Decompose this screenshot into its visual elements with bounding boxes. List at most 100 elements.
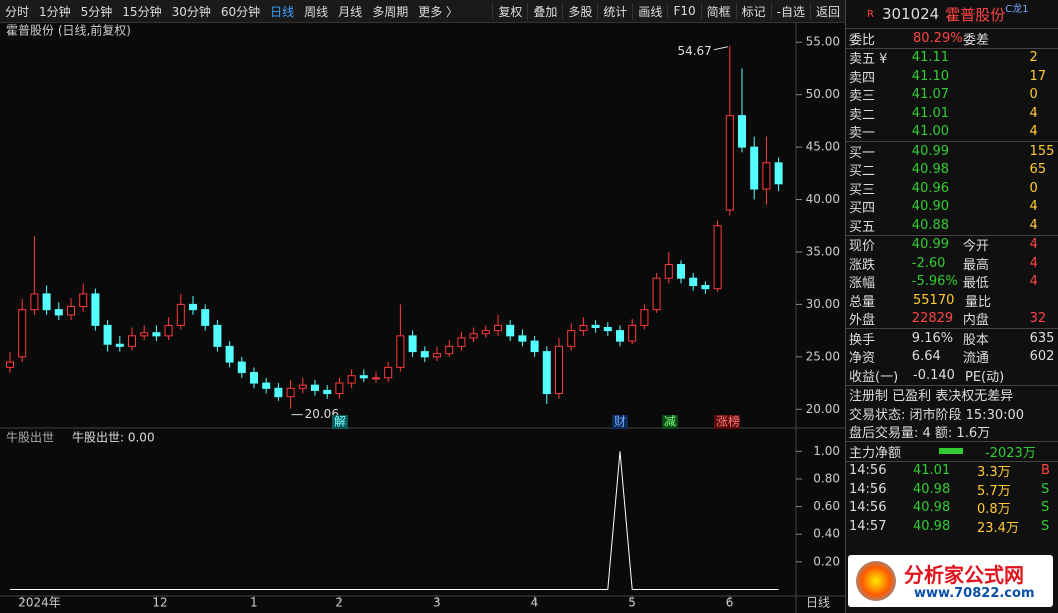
- quote-cell: 4: [1029, 199, 1038, 215]
- candle-body: [555, 345, 563, 395]
- quote-cell: 内盘: [962, 313, 989, 329]
- quote-row: 买三 40.96 0: [846, 179, 1058, 198]
- toolbar-button[interactable]: 更多 〉: [418, 4, 459, 19]
- toolbar-button[interactable]: 60分钟: [220, 4, 261, 19]
- toolbar-button[interactable]: 1分钟: [39, 4, 71, 19]
- candle-body: [567, 330, 576, 347]
- quote-cell: 14:57: [849, 518, 887, 534]
- toolbar-button[interactable]: 画线: [632, 2, 667, 20]
- quote-cell: 55170: [913, 292, 955, 308]
- toolbar-button[interactable]: -自选: [770, 2, 810, 20]
- quote-cell: 41.01: [913, 463, 951, 479]
- quote-cell: 卖二: [849, 107, 876, 123]
- candle-body: [603, 326, 612, 332]
- quote-cell: 40.99: [911, 143, 950, 159]
- toolbar-button[interactable]: 周线: [304, 4, 329, 19]
- quote-cell: 65: [1029, 162, 1047, 178]
- quote-cell: 5.7万: [977, 483, 1011, 499]
- y-tick-label: 0.80: [813, 471, 840, 485]
- y-tick-label: 0.40: [813, 527, 840, 541]
- toolbar-button[interactable]: 多股: [562, 2, 597, 20]
- quote-cell: 买四: [849, 201, 876, 217]
- x-tick-label: 5: [628, 596, 636, 610]
- toolbar-button[interactable]: 统计: [597, 2, 632, 20]
- x-tick-label: 6: [726, 596, 734, 610]
- candle-body: [164, 324, 173, 337]
- x-tick-label: 3: [433, 596, 441, 610]
- candle-body: [323, 389, 332, 395]
- event-label: 财: [614, 415, 626, 429]
- toolbar-button[interactable]: 返回: [809, 2, 845, 20]
- candle-body: [91, 293, 100, 326]
- toolbar-button[interactable]: 30分钟: [171, 4, 211, 19]
- quote-cell: 现价: [849, 239, 876, 255]
- candle-body: [6, 361, 14, 368]
- y-tick-label: 25.00: [806, 349, 840, 363]
- quote-row: 卖一 41.00 4: [846, 123, 1058, 141]
- candle-body: [506, 324, 515, 337]
- toolbar-button[interactable]: 月线: [338, 4, 363, 19]
- quote-cell: -5.96%: [911, 274, 958, 290]
- quote-cell: 今开: [962, 239, 989, 255]
- toolbar-button[interactable]: 标记: [735, 2, 771, 20]
- candle-body: [701, 285, 710, 290]
- quote-cell: 41.00: [911, 124, 950, 140]
- quote-cell: 41.01: [911, 105, 950, 121]
- quote-cell: 流通: [962, 351, 989, 367]
- quote-cell: 9.16%: [911, 330, 954, 346]
- toolbar-button[interactable]: 多周期: [372, 4, 409, 19]
- quote-cell: 涨幅: [849, 276, 876, 292]
- x-tick-label: 12: [152, 596, 167, 610]
- quote-cell: 40.96: [911, 180, 950, 196]
- y-tick-label: 45.00: [806, 140, 840, 154]
- toolbar-button[interactable]: 日线: [270, 4, 295, 19]
- candle-body: [237, 361, 246, 374]
- quote-cell: 0.8万: [977, 502, 1011, 518]
- quote-cell: 买二: [849, 164, 876, 180]
- quote-cell: 23.4万: [977, 520, 1019, 536]
- quote-cell: 80.29%: [913, 30, 963, 46]
- quote-cell: B: [1041, 463, 1050, 479]
- quote-cell: 外盘: [849, 313, 876, 329]
- toolbar-button[interactable]: 15分钟: [122, 4, 162, 19]
- toolbar-button[interactable]: 叠加: [527, 2, 562, 20]
- y-tick-label: 1.00: [813, 444, 840, 458]
- quote-cell: 14:56: [849, 500, 887, 516]
- candle-body: [494, 324, 502, 332]
- toolbar-button[interactable]: 复权: [492, 2, 527, 20]
- candle-body: [774, 162, 783, 185]
- quote-cell: 2: [1029, 50, 1038, 66]
- note: 注册制 已盈利 表决权无差异: [849, 389, 1014, 405]
- quote-row: 买四 40.90 4: [846, 198, 1058, 217]
- y-tick-label: 0.20: [813, 554, 840, 568]
- y-tick-label: 35.00: [806, 244, 840, 258]
- quote-cell: 602: [1029, 349, 1055, 365]
- toolbar-button[interactable]: 5分钟: [80, 4, 113, 19]
- candle-body: [103, 324, 112, 345]
- toolbar-button[interactable]: F10: [667, 4, 700, 18]
- candle-body: [79, 293, 88, 308]
- indicator-value: 牛股出世: 0.00: [72, 430, 155, 445]
- note-row: 注册制 已盈利 表决权无差异: [846, 384, 1058, 405]
- candle-body: [359, 375, 368, 379]
- quote-row: 卖三 41.07 0: [846, 86, 1058, 104]
- candle-body: [384, 366, 393, 379]
- candle-body: [518, 335, 527, 342]
- quote-cell: 22829: [911, 311, 954, 327]
- event-badge: [612, 415, 628, 429]
- candle-body: [128, 335, 136, 347]
- annotation-arrow: [713, 46, 728, 51]
- candle-body: [176, 303, 185, 326]
- quote-row: 涨跌 -2.60 最高 4: [846, 254, 1058, 273]
- y-tick-label: 55.00: [806, 35, 840, 49]
- quote-cell: -2.60: [911, 255, 946, 271]
- toolbar-button[interactable]: 简框: [700, 2, 736, 20]
- candle-body: [762, 162, 771, 190]
- quote-cell: 4: [1029, 217, 1038, 233]
- candle-body: [433, 353, 441, 358]
- quote-cell: 4: [1029, 255, 1038, 271]
- toolbar-button[interactable]: 分时: [5, 4, 30, 19]
- indicator-title: 牛股出世: [6, 430, 54, 445]
- quote-cell: 4: [1029, 124, 1038, 140]
